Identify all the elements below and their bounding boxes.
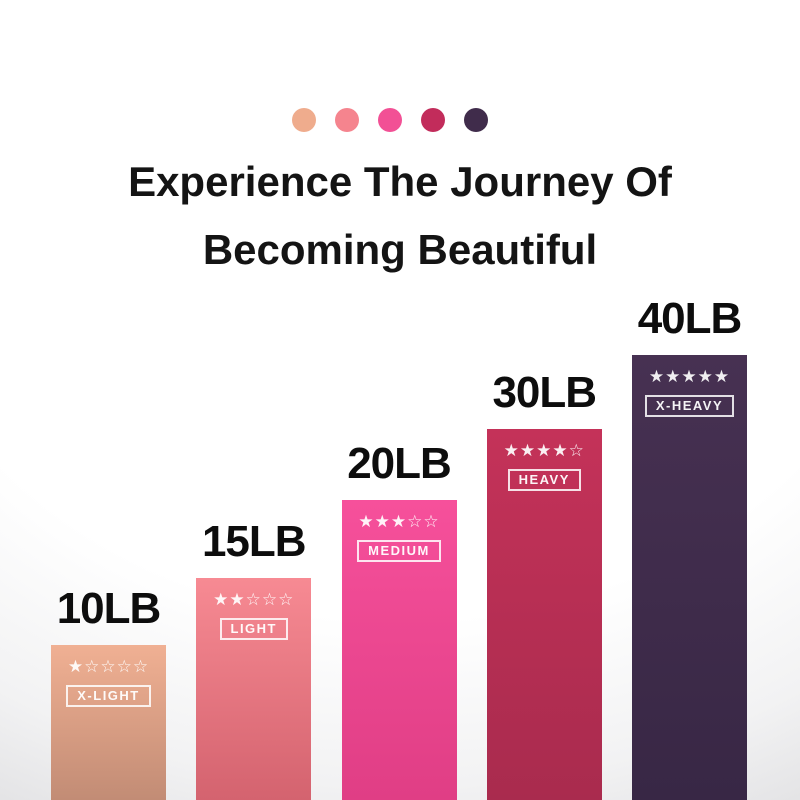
bar-column: 40LB ★★★★★ X-HEAVY — [632, 297, 747, 800]
bar-stars: ★★★★★ — [648, 367, 731, 386]
bar-tier-label: X-HEAVY — [644, 395, 735, 417]
palette-dot — [421, 108, 445, 132]
page-title: Experience The Journey Of Becoming Beaut… — [0, 148, 800, 284]
bar-rect: ★★☆☆☆ LIGHT — [196, 578, 312, 800]
bar-weight-label: 40LB — [637, 294, 743, 343]
palette-dot — [292, 108, 316, 132]
palette-dot — [464, 108, 488, 132]
bar-tier-label: X-LIGHT — [66, 685, 151, 707]
bar-stars: ★★☆☆☆ — [213, 590, 295, 609]
bar-rect: ★★★★☆ HEAVY — [486, 429, 602, 800]
bar-tier-label: HEAVY — [507, 469, 581, 491]
bar-rect: ★★★☆☆ MEDIUM — [341, 500, 457, 800]
palette-dot — [378, 108, 402, 132]
bar-tier-label: LIGHT — [219, 618, 288, 640]
palette-dot — [335, 108, 359, 132]
bar-stars: ★★★★☆ — [503, 441, 585, 460]
palette-dots — [0, 108, 780, 132]
bar-weight-label: 15LB — [201, 517, 307, 566]
bar-stars: ★☆☆☆☆ — [67, 657, 150, 676]
title-line-1: Experience The Journey Of — [128, 158, 672, 205]
bar-stars: ★★★☆☆ — [358, 512, 440, 531]
bar-column: 15LB ★★☆☆☆ LIGHT — [196, 517, 312, 800]
bar-column: 20LB ★★★☆☆ MEDIUM — [341, 439, 457, 800]
bar-rect: ★★★★★ X-HEAVY — [632, 355, 747, 800]
bar-weight-label: 30LB — [492, 368, 597, 417]
bars-row: 10LB ★☆☆☆☆ X-LIGHT 15LB ★★☆☆☆ LIGHT 20LB… — [51, 297, 747, 800]
bar-column: 30LB ★★★★☆ HEAVY — [486, 368, 602, 800]
bar-column: 10LB ★☆☆☆☆ X-LIGHT — [51, 587, 166, 800]
bar-rect: ★☆☆☆☆ X-LIGHT — [51, 645, 166, 800]
bar-weight-label: 20LB — [347, 439, 452, 488]
title-line-2: Becoming Beautiful — [202, 226, 598, 273]
bar-weight-label: 10LB — [56, 584, 162, 633]
bar-tier-label: MEDIUM — [357, 540, 441, 562]
